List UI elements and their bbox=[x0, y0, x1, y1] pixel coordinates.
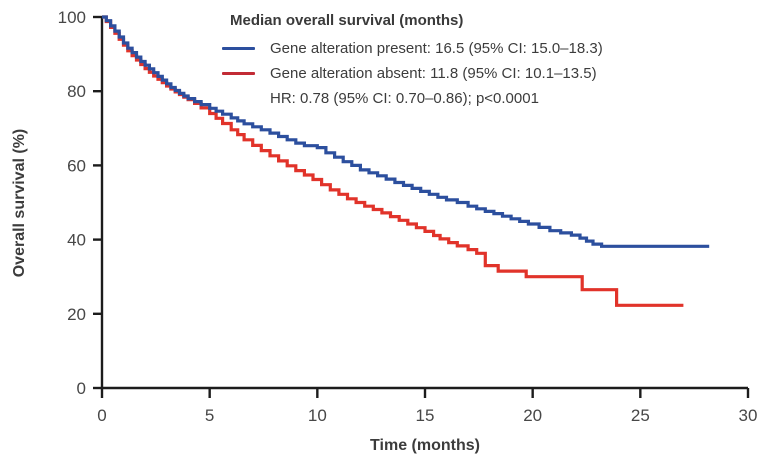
y-tick-label: 80 bbox=[67, 82, 86, 101]
x-tick-label: 10 bbox=[308, 406, 327, 425]
x-tick-label: 30 bbox=[739, 406, 758, 425]
legend-line-swatch-absent bbox=[222, 72, 255, 75]
survival-curve-absent bbox=[102, 15, 684, 307]
legend-entry-absent: Gene alteration absent: 11.8 (95% CI: 10… bbox=[222, 61, 603, 86]
x-axis-title: Time (months) bbox=[370, 437, 480, 454]
legend-title: Median overall survival (months) bbox=[230, 12, 464, 29]
x-tick-label: 20 bbox=[523, 406, 542, 425]
legend: Median overall survival (months) Gene al… bbox=[222, 8, 603, 111]
legend-line-swatch-present bbox=[222, 47, 255, 50]
x-tick-label: 25 bbox=[631, 406, 650, 425]
y-tick-label: 100 bbox=[58, 8, 86, 27]
y-tick-label: 40 bbox=[67, 231, 86, 250]
legend-label-present: Gene alteration present: 16.5 (95% CI: 1… bbox=[270, 40, 603, 57]
y-tick-label: 20 bbox=[67, 305, 86, 324]
x-tick-label: 5 bbox=[205, 406, 214, 425]
x-tick-label: 15 bbox=[416, 406, 435, 425]
y-tick-label: 0 bbox=[77, 379, 86, 398]
y-axis-title: Overall survival (%) bbox=[11, 128, 28, 278]
legend-label-absent: Gene alteration absent: 11.8 (95% CI: 10… bbox=[270, 65, 597, 82]
survival-curve-present bbox=[102, 15, 710, 248]
x-tick-label: 0 bbox=[97, 406, 106, 425]
legend-entry-present: Gene alteration present: 16.5 (95% CI: 1… bbox=[222, 36, 603, 61]
legend-hr-note: HR: 0.78 (95% CI: 0.70–0.86); p<0.0001 bbox=[270, 90, 539, 107]
y-tick-label: 60 bbox=[67, 156, 86, 175]
